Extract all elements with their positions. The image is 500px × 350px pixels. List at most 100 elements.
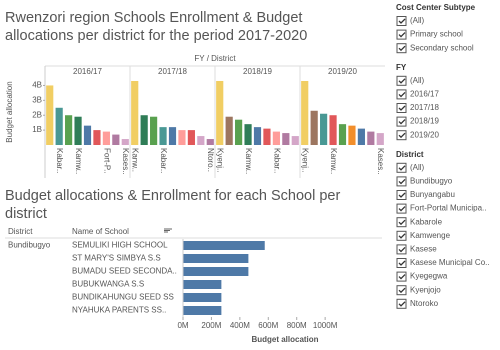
filter-option[interactable]: 2019/20 (410, 130, 439, 139)
checkbox[interactable] (396, 190, 407, 200)
x-tick-label: Kamw.. (74, 148, 83, 174)
bar (168, 127, 177, 145)
bar (74, 116, 82, 145)
checkbox[interactable] (396, 285, 407, 296)
x-tick-label: 400M (230, 321, 250, 330)
bar (121, 139, 129, 145)
checkbox[interactable] (396, 162, 407, 173)
bar (46, 85, 54, 145)
checkmark[interactable] (398, 233, 406, 239)
filter-option[interactable]: Ntoroko (410, 299, 439, 308)
checkmark[interactable] (398, 105, 406, 111)
checkbox[interactable] (396, 298, 407, 309)
checkmark[interactable] (398, 219, 406, 226)
bar (150, 116, 158, 145)
bar (235, 119, 243, 145)
filter-option[interactable]: Kabarole (410, 217, 443, 226)
checkbox[interactable] (396, 29, 407, 40)
checkbox[interactable] (396, 103, 407, 113)
row-label: ST MARY'S SIMBYA S.S (72, 254, 161, 263)
x-tick-label: Kases.. (376, 148, 385, 175)
filter-option[interactable]: Kasese (410, 245, 437, 254)
bar (183, 267, 249, 276)
bar (376, 133, 384, 145)
checkmark[interactable] (398, 192, 406, 198)
row-label: BUMADU SEED SECONDA.. (72, 267, 177, 276)
filter-option[interactable]: Bundibugyo (410, 177, 453, 186)
bar (65, 115, 73, 145)
y-tick-label: 3B (32, 95, 42, 104)
checkbox[interactable] (396, 230, 407, 241)
bar (183, 254, 249, 263)
checkmark[interactable] (398, 32, 406, 38)
bar (272, 131, 280, 145)
checkbox[interactable] (396, 203, 407, 214)
filter-option[interactable]: Kyenjojo (410, 285, 441, 294)
y-axis-label: Budget allocation (5, 81, 14, 142)
checkbox[interactable] (396, 176, 407, 187)
row-header: Name of School (72, 227, 129, 236)
filter-option[interactable]: (All) (410, 163, 425, 172)
checkmark[interactable] (398, 178, 406, 185)
checkmark[interactable] (398, 287, 406, 294)
checkmark[interactable] (398, 301, 406, 307)
bar (197, 136, 205, 145)
panel-header: 2019/20 (328, 67, 357, 76)
checkmark[interactable] (398, 246, 406, 253)
checkmark[interactable] (398, 132, 406, 139)
checkbox[interactable] (396, 258, 407, 268)
filter-option[interactable]: 2018/19 (410, 117, 439, 126)
checkmark[interactable] (398, 274, 406, 280)
filter-option[interactable]: 2017/18 (410, 103, 439, 112)
bar (338, 124, 347, 145)
checkbox[interactable] (396, 43, 407, 54)
x-tick-label: Kabar.. (272, 148, 281, 173)
checkbox[interactable] (396, 75, 407, 86)
x-tick-label: Kabar.. (159, 148, 168, 173)
checkbox[interactable] (396, 130, 407, 141)
checkmark[interactable] (398, 119, 406, 125)
filter-option[interactable]: Secondary school (410, 43, 474, 52)
checkbox[interactable] (396, 217, 407, 228)
checkmark[interactable] (398, 45, 406, 52)
bar (140, 115, 148, 145)
bar (131, 80, 139, 145)
checkmark[interactable] (398, 260, 406, 266)
checkbox[interactable] (396, 89, 407, 100)
filter-option[interactable]: Kasese Municipal Co.. (410, 258, 490, 267)
checkbox[interactable] (396, 271, 407, 282)
checkmark[interactable] (398, 78, 406, 84)
bar (112, 134, 120, 145)
filter-option[interactable]: Fort-Portal Municipa.. (410, 204, 486, 213)
checkmark[interactable] (398, 91, 406, 98)
checkbox[interactable] (396, 16, 407, 26)
row-label: BUBUKWANGA S.S (72, 280, 144, 289)
district-label: Bundibugyo (8, 241, 51, 250)
filter-option[interactable]: Kamwenge (410, 231, 451, 240)
checkmark[interactable] (398, 18, 406, 24)
bar (301, 80, 309, 145)
filter-option[interactable]: Kyegegwa (410, 272, 448, 281)
checkbox[interactable] (396, 116, 407, 127)
x-tick-label: 1000M (313, 321, 338, 330)
bar (263, 128, 271, 145)
bar (55, 107, 63, 145)
bar (216, 80, 224, 145)
x-tick-label: Kyenj.. (301, 148, 310, 172)
bar (178, 130, 186, 145)
filter-option[interactable]: Primary school (410, 30, 463, 39)
x-tick-label: Ntoro.. (206, 148, 215, 172)
checkbox[interactable] (396, 244, 407, 255)
checkmark[interactable] (398, 206, 406, 212)
panel-header: 2017/18 (158, 67, 187, 76)
filter-option[interactable]: 2016/17 (410, 90, 439, 99)
column-header: FY / District (194, 54, 236, 63)
filter-title: FY (396, 63, 407, 72)
bar (310, 110, 318, 145)
checkmark[interactable] (398, 165, 406, 171)
filter-option[interactable]: Bunyangabu (410, 190, 455, 199)
bar (253, 127, 262, 145)
filter-option[interactable]: (All) (410, 16, 425, 25)
filter-option[interactable]: (All) (410, 76, 425, 85)
